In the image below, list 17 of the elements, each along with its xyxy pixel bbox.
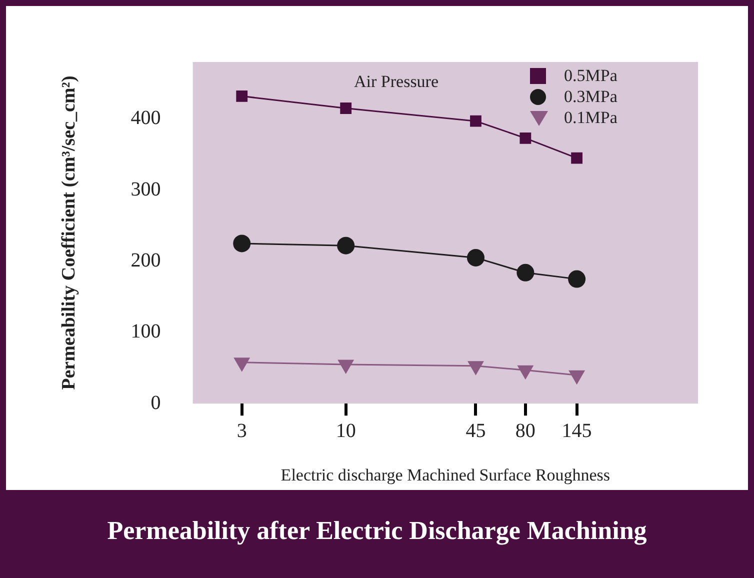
x-tick-label: 45 bbox=[466, 420, 486, 442]
legend-label: 0.5MPa bbox=[564, 66, 618, 86]
y-tick-label: 400 bbox=[130, 107, 161, 130]
y-tick-label: 0 bbox=[150, 392, 161, 414]
legend-title: Air Pressure bbox=[354, 72, 439, 92]
y-tick-label: 300 bbox=[130, 178, 161, 200]
legend-label: 0.1MPa bbox=[564, 108, 618, 128]
x-tick-label: 3 bbox=[236, 420, 247, 442]
x-axis-title: Electric discharge Machined Surface Roughness bbox=[280, 465, 610, 484]
x-tick-label: 80 bbox=[515, 420, 536, 442]
y-tick-label: 100 bbox=[130, 320, 161, 343]
x-tick-label: 145 bbox=[562, 420, 592, 442]
x-tick-label: 10 bbox=[336, 420, 356, 442]
y-tick-label: 200 bbox=[130, 250, 161, 272]
y-axis-title: Permeability Coefficient (cm³/sec_cm²) bbox=[58, 76, 80, 390]
text: Permeability after Electric Discharge Machining bbox=[6, 490, 748, 572]
legend-label: 0.3MPa bbox=[564, 87, 618, 107]
